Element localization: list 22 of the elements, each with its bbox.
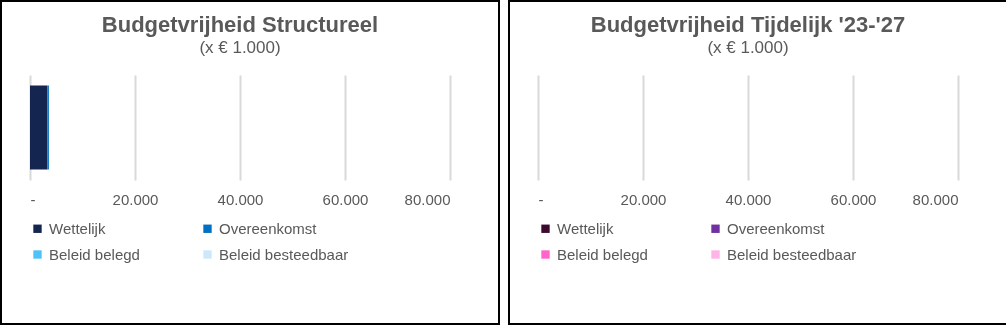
x-tick-label: 60.000 [830, 190, 877, 208]
x-tick-label: 20.000 [112, 190, 159, 208]
x-tick-label: - [30, 190, 36, 208]
legend-label: Beleid belegd [557, 245, 648, 263]
x-tick-label: 40.000 [725, 190, 772, 208]
x-tick-label: 80.000 [912, 190, 959, 208]
chart-subtitle: (x € 1.000) [707, 38, 789, 57]
chart-title: Budgetvrijheid Structureel [101, 12, 379, 37]
chart-title: Budgetvrijheid Tijdelijk '23-'27 [590, 12, 906, 37]
legend-label: Wettelijk [557, 219, 614, 237]
x-tick-label: 60.000 [322, 190, 369, 208]
legend-label: Beleid belegd [49, 245, 140, 263]
x-tick-label: 80.000 [404, 190, 451, 208]
legend-label: Wettelijk [49, 219, 106, 237]
x-tick-label: 40.000 [217, 190, 264, 208]
legend-label: Beleid besteedbaar [219, 245, 349, 263]
legend-label: Beleid besteedbaar [727, 245, 857, 263]
x-tick-label: 20.000 [620, 190, 667, 208]
x-tick-label: - [538, 190, 544, 208]
legend-label: Overeenkomst [727, 219, 826, 237]
chart-subtitle: (x € 1.000) [199, 38, 281, 57]
legend-label: Overeenkomst [219, 219, 318, 237]
